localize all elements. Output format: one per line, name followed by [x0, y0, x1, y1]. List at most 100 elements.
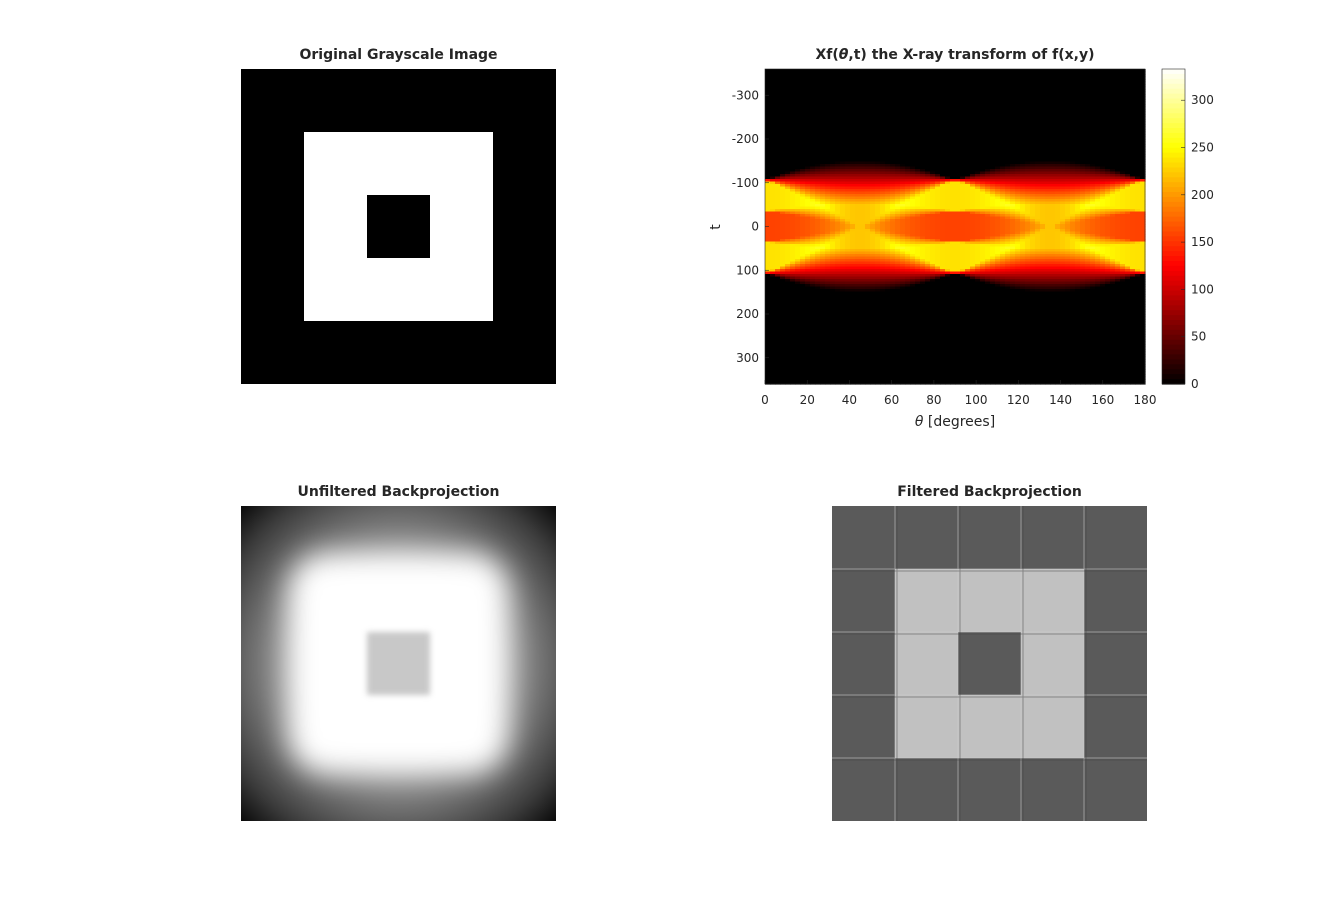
sinogram-cell	[920, 259, 926, 263]
sinogram-cell	[875, 204, 881, 208]
sinogram-cell	[910, 371, 916, 375]
sinogram-cell	[880, 286, 886, 290]
sinogram-cell	[775, 94, 781, 98]
sinogram-cell	[915, 241, 921, 245]
sinogram-cell	[890, 294, 896, 298]
sinogram-cell	[880, 296, 886, 300]
sinogram-cell	[875, 334, 881, 338]
sinogram-cell	[790, 361, 796, 365]
sinogram-cell	[800, 221, 806, 225]
sinogram-cell	[885, 249, 891, 253]
sinogram-cell	[895, 109, 901, 113]
sinogram-cell	[775, 279, 781, 283]
sinogram-cell	[950, 314, 956, 318]
sinogram-cell	[930, 104, 936, 108]
sinogram-cell	[855, 86, 861, 90]
sinogram-cell	[940, 171, 946, 175]
sinogram-cell	[820, 254, 826, 258]
sinogram-cell	[785, 204, 791, 208]
sinogram-cell	[855, 274, 861, 278]
sinogram-cell	[805, 159, 811, 163]
sinogram-cell	[880, 266, 886, 270]
sinogram-cell	[800, 79, 806, 83]
sinogram-cell	[890, 356, 896, 360]
sinogram-cell	[765, 189, 771, 193]
sinogram-cell	[870, 326, 876, 330]
sinogram-cell	[770, 184, 776, 188]
sinogram-cell	[860, 139, 866, 143]
sinogram-cell	[775, 351, 781, 355]
sinogram-cell	[775, 156, 781, 160]
sinogram-cell	[840, 166, 846, 170]
sinogram-cell	[820, 211, 826, 215]
sinogram-cell	[815, 171, 821, 175]
sinogram-cell	[950, 124, 956, 128]
sinogram-cell	[810, 204, 816, 208]
sinogram-cell	[880, 179, 886, 183]
sinogram-cell	[825, 324, 831, 328]
sinogram-cell	[950, 114, 956, 118]
sinogram-cell	[800, 381, 806, 385]
sinogram-cell	[815, 244, 821, 248]
sinogram-cell	[900, 341, 906, 345]
sinogram-cell	[830, 206, 836, 210]
sinogram-cell	[940, 104, 946, 108]
sinogram-cell	[875, 184, 881, 188]
sinogram-cell	[800, 356, 806, 360]
sinogram-cell	[845, 121, 851, 125]
sinogram-cell	[930, 254, 936, 258]
sinogram-cell	[790, 71, 796, 75]
sinogram-cell	[820, 244, 826, 248]
sinogram-cell	[865, 279, 871, 283]
sinogram-cell	[840, 316, 846, 320]
sinogram-cell	[830, 366, 836, 370]
sinogram-cell	[945, 159, 951, 163]
sinogram-cell	[925, 136, 931, 140]
sinogram-cell	[890, 351, 896, 355]
sinogram-cell	[840, 191, 846, 195]
sinogram-cell	[770, 201, 776, 205]
sinogram-chart: 0 20 40 60 80 100 120 140 160 180-300-200-1000100…	[708, 68, 1214, 430]
sinogram-cell	[895, 116, 901, 120]
sinogram-cell	[835, 89, 841, 93]
sinogram-cell	[955, 189, 961, 193]
sinogram-cell	[825, 294, 831, 298]
sinogram-cell	[795, 99, 801, 103]
sinogram-cell	[770, 154, 776, 158]
sinogram-cell	[890, 89, 896, 93]
sinogram-cell	[835, 94, 841, 98]
sinogram-cell	[955, 79, 961, 83]
sinogram-cell	[835, 371, 841, 375]
sinogram-cell	[905, 176, 911, 180]
sinogram-cell	[925, 316, 931, 320]
sinogram-cell	[930, 281, 936, 285]
sinogram-cell	[880, 274, 886, 278]
sinogram-cell	[860, 194, 866, 198]
sinogram-cell	[940, 71, 946, 75]
sinogram-cell	[770, 186, 776, 190]
sinogram-cell	[950, 334, 956, 338]
sinogram-cell	[825, 381, 831, 385]
sinogram-cell	[855, 194, 861, 198]
sinogram-cell	[920, 116, 926, 120]
sinogram-cell	[830, 291, 836, 295]
sinogram-cell	[940, 81, 946, 85]
sinogram-cell	[845, 139, 851, 143]
sinogram-cell	[900, 174, 906, 178]
sinogram-cell	[935, 356, 941, 360]
sinogram-cell	[925, 154, 931, 158]
sinogram-cell	[785, 311, 791, 315]
sinogram-cell	[775, 116, 781, 120]
sinogram-cell	[790, 239, 796, 243]
sinogram-cell	[910, 246, 916, 250]
sinogram-cell	[790, 306, 796, 310]
sinogram-cell	[765, 244, 771, 248]
sinogram-cell	[860, 271, 866, 275]
sinogram-cell	[840, 106, 846, 110]
sinogram-cell	[865, 181, 871, 185]
sinogram-cell	[940, 226, 946, 230]
sinogram-cell	[835, 229, 841, 233]
sinogram-cell	[945, 239, 951, 243]
sinogram-cell	[835, 191, 841, 195]
sinogram-cell	[855, 281, 861, 285]
